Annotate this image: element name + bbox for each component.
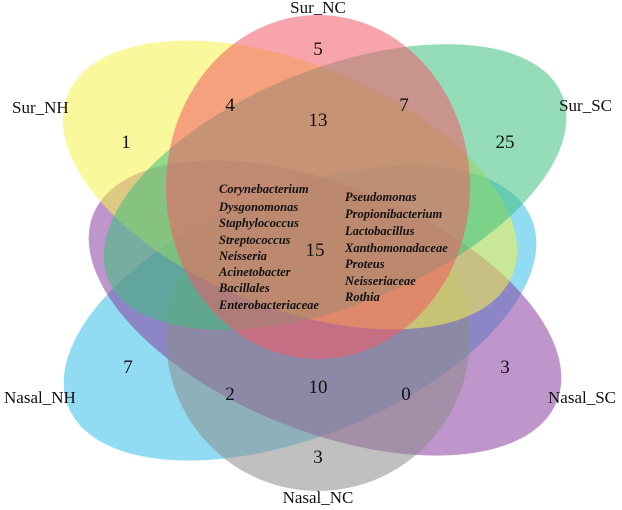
taxon-name: Proteus <box>345 257 385 271</box>
taxon-name: Acinetobacter <box>218 265 291 279</box>
taxon-name: Enterobacteriaceae <box>218 298 319 312</box>
set-shapes <box>62 15 567 491</box>
core-taxa-left: Corynebacterium Dysgonomonas Staphylococ… <box>218 182 319 312</box>
count-nasal-nc-only: 3 <box>313 447 323 468</box>
count-nasal-nh-nasal-nc: 2 <box>225 384 235 405</box>
set-labels: Sur_NC Sur_NH Sur_SC Nasal_NH Nasal_SC N… <box>4 0 616 507</box>
count-nasal-all-three: 10 <box>309 377 328 398</box>
taxon-name: Bacillales <box>218 281 270 295</box>
count-nasal-nh-only: 7 <box>123 357 133 378</box>
taxon-name: Streptococcus <box>219 233 291 247</box>
taxon-name: Neisseriaceae <box>344 274 416 288</box>
set-label-nasal-nc: Nasal_NC <box>283 488 354 507</box>
taxon-name: Neisseria <box>218 249 267 263</box>
taxon-name: Lactobacillus <box>344 224 415 238</box>
count-sur-nc-sur-sc: 7 <box>399 95 409 116</box>
set-label-nasal-nh: Nasal_NH <box>4 388 76 407</box>
region-counts: 5 1 25 4 13 7 15 7 3 2 10 0 3 <box>121 39 514 468</box>
set-sur-nc-ellipse <box>166 15 470 359</box>
taxon-name: Xanthomonadaceae <box>344 241 448 255</box>
taxon-name: Pseudomonas <box>345 190 417 204</box>
taxon-name: Rothia <box>344 290 380 304</box>
taxon-name: Corynebacterium <box>219 182 309 196</box>
count-core: 15 <box>306 240 325 261</box>
count-nasal-sc-only: 3 <box>500 357 510 378</box>
set-label-sur-nh: Sur_NH <box>12 98 69 117</box>
core-taxa-right: Pseudomonas Propionibacterium Lactobacil… <box>344 190 448 304</box>
taxon-name: Propionibacterium <box>345 207 443 221</box>
count-sur-all-three: 13 <box>309 110 328 131</box>
count-sur-nh-sur-nc: 4 <box>225 95 235 116</box>
set-label-sur-sc: Sur_SC <box>559 96 612 115</box>
count-sur-sc-only: 25 <box>496 132 515 153</box>
count-nasal-nc-nasal-sc: 0 <box>401 384 411 405</box>
taxon-name: Staphylococcus <box>219 216 299 230</box>
count-sur-nc-only: 5 <box>313 39 323 60</box>
taxon-name: Dysgonomonas <box>218 200 298 214</box>
set-label-sur-nc: Sur_NC <box>290 0 346 17</box>
set-label-nasal-sc: Nasal_SC <box>548 388 616 407</box>
count-sur-nh-only: 1 <box>121 132 131 153</box>
